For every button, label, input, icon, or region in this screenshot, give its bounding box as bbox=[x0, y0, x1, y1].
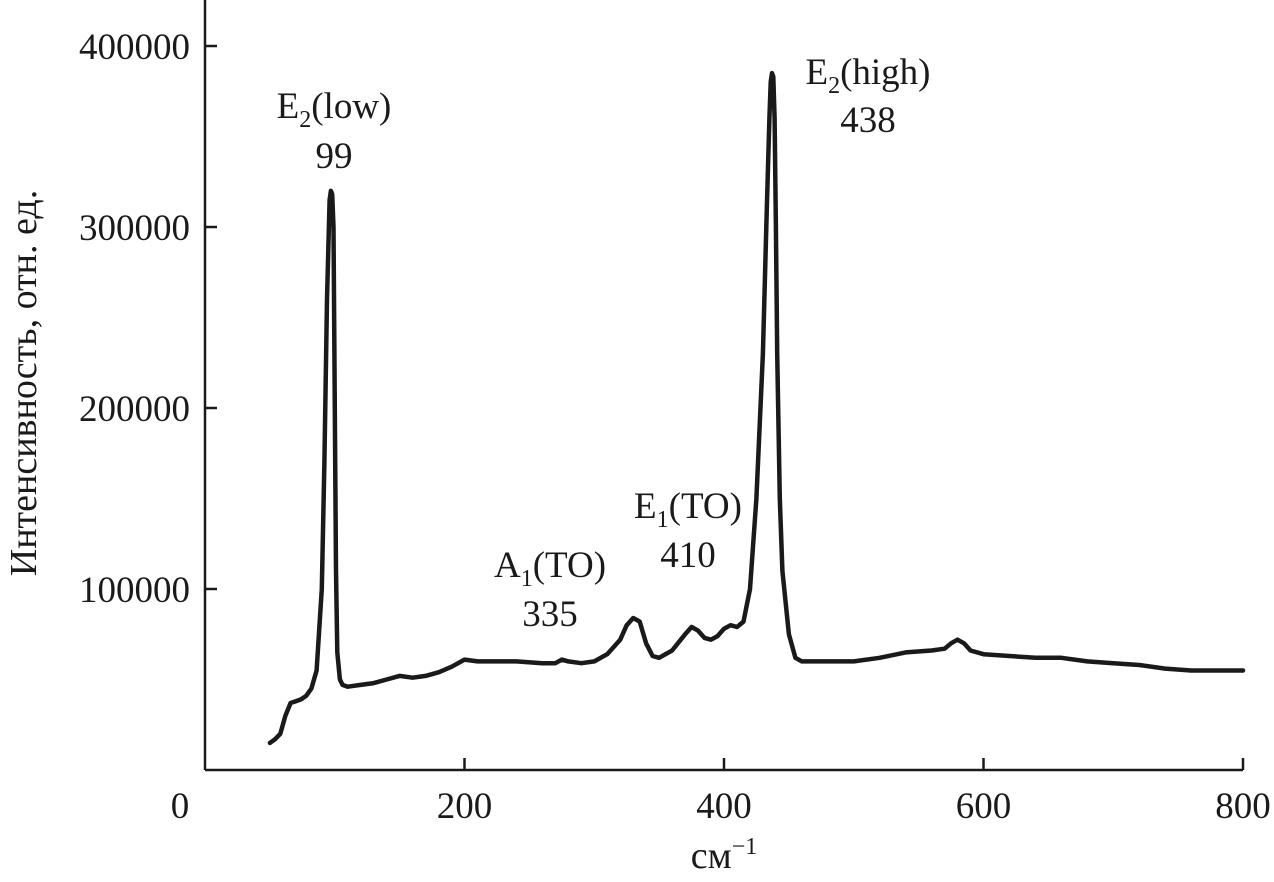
peak-mode-subscript: 1 bbox=[521, 566, 533, 592]
peak-wavenumber-label: 99 bbox=[316, 136, 353, 177]
peak-wavenumber-label: 438 bbox=[840, 100, 896, 141]
x-axis-title: см−1 bbox=[691, 834, 757, 877]
peak-mode-symbol: A bbox=[494, 545, 521, 586]
peak-label-e2-low: E2(low)99 bbox=[277, 86, 392, 177]
x-ticks: 0 200 400 600 800 bbox=[171, 758, 1271, 827]
y-tick-label: 300000 bbox=[79, 208, 190, 249]
peak-mode-symbol: E bbox=[634, 486, 657, 527]
spectrum-line bbox=[267, 70, 1246, 746]
y-tick-label: 400000 bbox=[79, 27, 190, 68]
peak-wavenumber-label: 410 bbox=[660, 535, 716, 576]
x-axis-title-base: см bbox=[691, 835, 732, 877]
peak-label-a1-to: A1(TO)335 bbox=[494, 545, 606, 635]
peak-mode-subscript: 2 bbox=[299, 107, 311, 133]
peak-mode-suffix: (TO) bbox=[669, 486, 742, 527]
y-axis-title: Интенсивность, отн. ед. bbox=[3, 190, 45, 576]
peak-mode-subscript: 2 bbox=[828, 73, 840, 99]
peak-mode-symbol: E bbox=[805, 52, 828, 93]
peak-mode-subscript: 1 bbox=[657, 507, 669, 533]
x-tick-label: 400 bbox=[696, 786, 752, 827]
y-tick-label: 200000 bbox=[79, 389, 190, 430]
peak-mode-label: A1(TO) bbox=[494, 545, 606, 592]
peak-mode-suffix: (low) bbox=[311, 86, 391, 127]
peak-mode-suffix: (TO) bbox=[533, 545, 606, 586]
peak-mode-suffix: (high) bbox=[840, 52, 930, 93]
y-tick-label: 100000 bbox=[79, 570, 190, 611]
peak-mode-label: E2(high) bbox=[805, 52, 930, 99]
peak-label-e2-high: E2(high)438 bbox=[805, 52, 930, 141]
peak-label-e1-to: E1(TO)410 bbox=[634, 486, 742, 576]
x-axis-title-exponent: −1 bbox=[732, 834, 758, 860]
x-tick-label: 200 bbox=[437, 786, 493, 827]
x-tick-label: 600 bbox=[956, 786, 1012, 827]
x-tick-label: 800 bbox=[1215, 786, 1271, 827]
y-ticks: 100000 200000 300000 400000 bbox=[79, 27, 217, 611]
peak-mode-label: E1(TO) bbox=[634, 486, 742, 533]
peak-mode-label: E2(low) bbox=[277, 86, 392, 133]
x-tick-label: 0 bbox=[171, 786, 190, 827]
peak-wavenumber-label: 335 bbox=[522, 594, 578, 635]
peak-mode-symbol: E bbox=[277, 86, 300, 127]
